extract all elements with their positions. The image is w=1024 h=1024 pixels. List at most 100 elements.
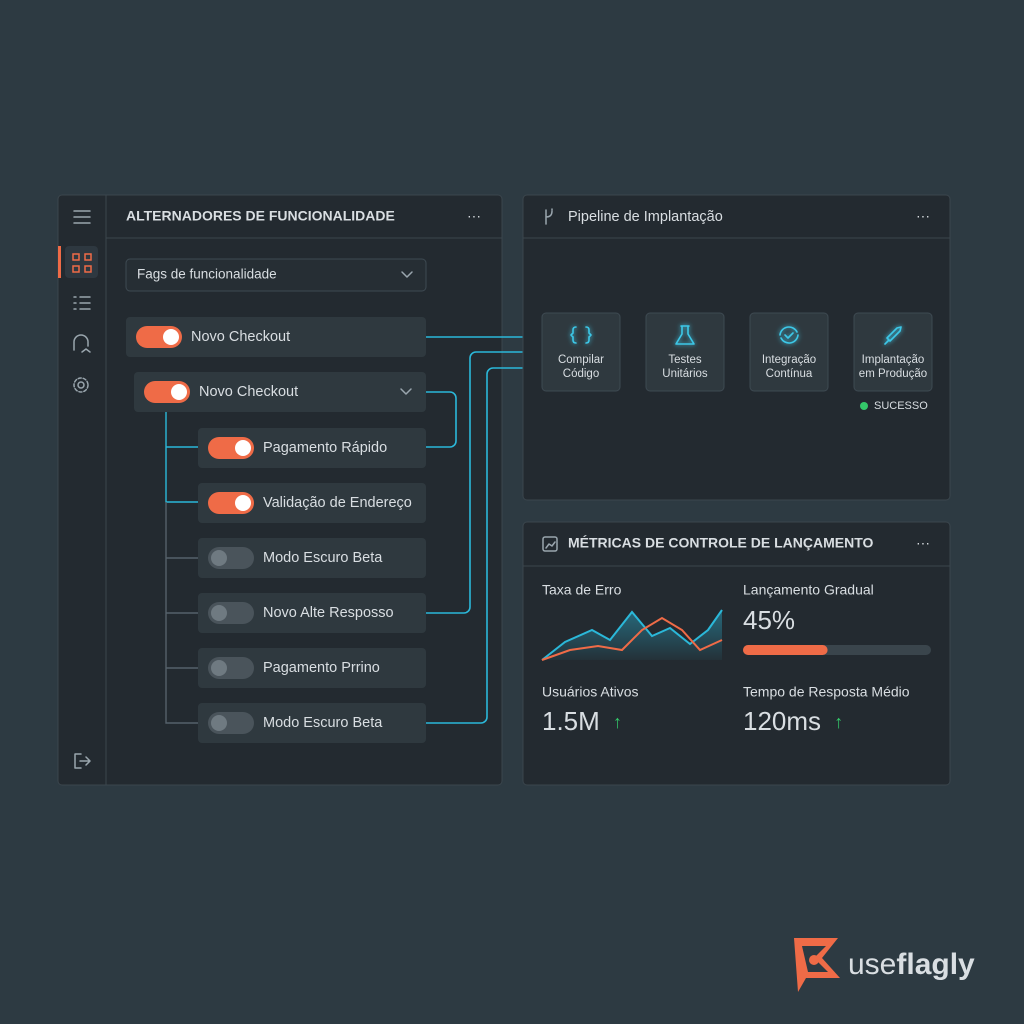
list-icon[interactable] <box>73 296 91 310</box>
more-menu[interactable]: ··· <box>916 208 930 224</box>
step-label: Integração <box>762 354 816 366</box>
trend: ↑ <box>834 712 843 732</box>
toggle-switch[interactable] <box>208 437 254 459</box>
toggle-row: Novo Alte Resposso <box>198 593 426 633</box>
toggle-switch[interactable] <box>208 657 254 679</box>
pipeline-step: Implantação em Produção <box>853 312 933 392</box>
metrics-panel: MÉTRICAS DE CONTROLE DE LANÇAMENTO ··· T… <box>522 521 951 786</box>
toggle-label: Modo Escuro Beta <box>263 715 383 731</box>
toggle-row: Modo Escuro Beta <box>198 703 426 743</box>
sparkline <box>541 609 723 661</box>
metric-value: 120ms ↑ <box>743 706 843 736</box>
toggle-switch[interactable] <box>208 492 254 514</box>
toggle-row: Novo Checkout <box>134 372 426 412</box>
step-label: Contínua <box>766 368 813 380</box>
dropdown[interactable]: Fags de funcionalidade <box>125 258 427 292</box>
toggle-label: Validação de Endereço <box>263 495 412 511</box>
row-bg <box>198 648 426 688</box>
pipeline-step: Compilar Código <box>541 312 621 392</box>
toggle-switch[interactable] <box>208 547 254 569</box>
switch-knob <box>235 440 251 456</box>
toggle-switch[interactable] <box>208 602 254 624</box>
pipeline-panel: Pipeline de Implantação ··· Compilar Códi… <box>522 194 951 501</box>
toggles-panel: ALTERNADORES DE FUNCIONALIDADE ··· Fags … <box>57 194 540 786</box>
row-bg <box>134 372 426 412</box>
step-label: Unitários <box>662 368 708 380</box>
step-label: em Produção <box>859 368 927 380</box>
status: SUCESSO <box>874 400 928 412</box>
metric-label: Lançamento Gradual <box>743 582 874 598</box>
flags-icon[interactable] <box>72 253 92 273</box>
metric-label: Taxa de Erro <box>542 582 622 598</box>
switch-knob <box>163 329 179 345</box>
metric-value: 1.5M ↑ <box>542 706 622 736</box>
step-icon <box>570 326 592 344</box>
step-box <box>541 312 621 392</box>
toggle-row: Novo Checkout <box>126 317 426 357</box>
switch-knob <box>235 495 251 511</box>
pipeline-steps: Compilar Código Testes Unitários Integração C… <box>541 312 933 392</box>
chevron[interactable] <box>400 388 412 395</box>
dropdown-label: Fags de funcionalidade <box>137 267 277 282</box>
switch-knob <box>171 384 187 400</box>
row-bg <box>198 593 426 633</box>
row-bg <box>198 483 426 523</box>
row-bg <box>126 317 426 357</box>
switch-knob <box>211 550 227 566</box>
step-box <box>853 312 933 392</box>
branch-icon <box>545 208 553 225</box>
settings-icon[interactable] <box>77 381 85 389</box>
more-menu[interactable]: ··· <box>467 208 481 224</box>
toggle-list: Novo Checkout Novo Checkout Pagamento Rápi… <box>126 317 426 743</box>
toggle-label: Modo Escuro Beta <box>263 550 383 566</box>
toggle-switch[interactable] <box>144 381 190 403</box>
row-bg <box>198 428 426 468</box>
menu-icon[interactable] <box>73 210 91 224</box>
value: 1.5M <box>542 706 600 736</box>
rollout-value: 45% <box>743 605 795 635</box>
toggle-label: Novo Checkout <box>199 384 298 400</box>
pipeline-step: Integração Contínua <box>749 312 829 392</box>
panel-title: Pipeline de Implantação <box>568 209 723 225</box>
pipeline-step: Testes Unitários <box>645 312 725 392</box>
step-icon <box>884 326 902 345</box>
step-box <box>749 312 829 392</box>
toggle-row: Pagamento Prrino <box>198 648 426 688</box>
switch-knob <box>211 660 227 676</box>
row-bg <box>198 703 426 743</box>
step-icon <box>675 325 695 345</box>
metric-label: Usuários Ativos <box>542 684 638 700</box>
toggle-label: Novo Alte Resposso <box>263 605 394 621</box>
step-box <box>645 312 725 392</box>
trend: ↑ <box>613 712 622 732</box>
step-label: Testes <box>668 354 701 366</box>
brand-bold: flagly <box>896 948 975 981</box>
toggle-switch[interactable] <box>136 326 182 348</box>
toggle-label: Novo Checkout <box>191 329 290 345</box>
switch-knob <box>211 715 227 731</box>
progress-bar <box>743 645 828 655</box>
logout-icon[interactable] <box>74 753 91 769</box>
status-dot <box>860 402 868 410</box>
step-label: Código <box>563 368 599 380</box>
step-icon <box>779 326 799 344</box>
toggle-switch[interactable] <box>208 712 254 734</box>
brand-light: use <box>848 948 896 981</box>
step-label: Compilar <box>558 354 604 366</box>
toggle-row: Validação de Endereço <box>198 483 426 523</box>
toggle-label: Pagamento Prrino <box>263 660 380 676</box>
users-icon[interactable] <box>73 334 91 353</box>
panel-title: MÉTRICAS DE CONTROLE DE LANÇAMENTO <box>568 535 874 551</box>
row-bg <box>198 538 426 578</box>
step-label: Implantação <box>862 354 925 366</box>
panel-title: ALTERNADORES DE FUNCIONALIDADE <box>126 208 395 224</box>
brand-name: useflagly <box>848 948 975 981</box>
brand: useflagly <box>794 938 975 992</box>
value: 120ms <box>743 706 821 736</box>
toggle-row: Pagamento Rápido <box>198 428 426 468</box>
more-menu[interactable]: ··· <box>916 535 930 551</box>
toggle-label: Pagamento Rápido <box>263 440 387 456</box>
metric-label: Tempo de Resposta Médio <box>743 684 910 700</box>
